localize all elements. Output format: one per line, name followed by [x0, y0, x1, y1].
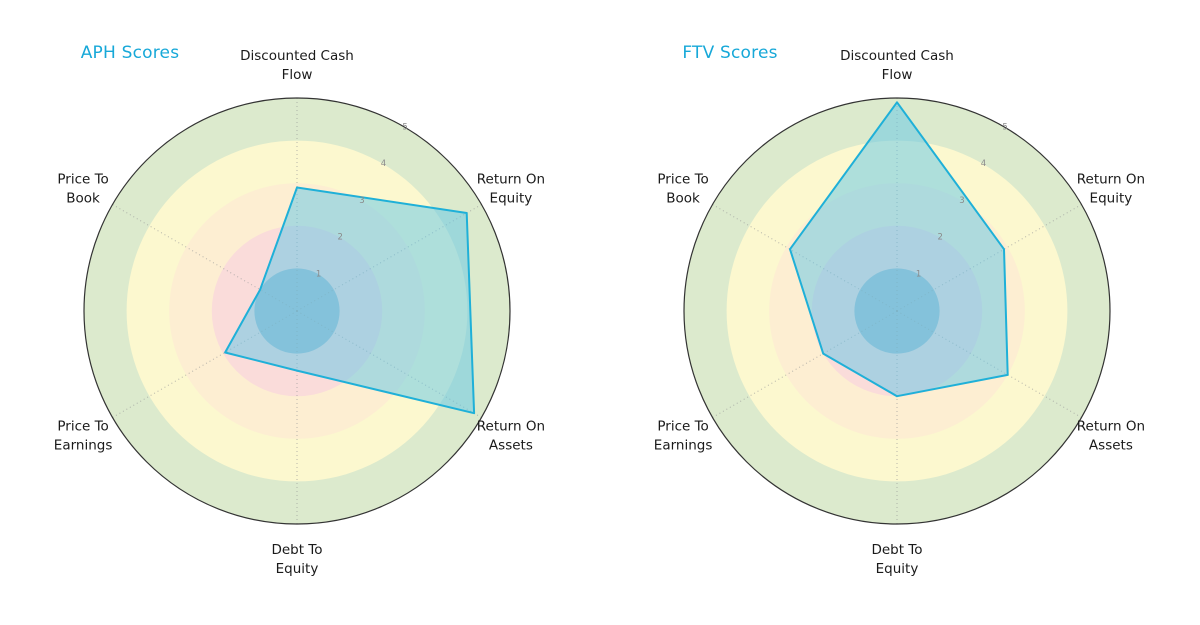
outer-boundary	[83, 97, 511, 525]
axis-label: Discounted Cash Flow	[240, 48, 354, 83]
radial-tick-label: 1	[916, 269, 921, 279]
axis-label: Debt To Equity	[871, 542, 922, 577]
radial-tick-label: 2	[337, 233, 342, 243]
score-polygon	[224, 186, 476, 415]
axis-label: Debt To Equity	[271, 542, 322, 577]
radial-tick-label: 5	[1002, 123, 1007, 133]
axis-label: Price To Book	[657, 172, 708, 207]
axis-label: Discounted Cash Flow	[840, 48, 954, 83]
radial-tick-label: 3	[359, 196, 364, 206]
outer-boundary	[683, 97, 1111, 525]
axis-label: Price To Earnings	[654, 419, 713, 454]
radial-tick-label: 3	[959, 196, 964, 206]
radial-tick-label: 5	[402, 123, 407, 133]
axis-label: Return On Assets	[1077, 419, 1145, 454]
axis-label: Return On Equity	[477, 172, 545, 207]
radial-tick-label: 4	[381, 159, 386, 169]
radial-tick-label: 1	[316, 269, 321, 279]
radar-chart-ftv-svg: 1 2 3 4 5 Discounted Cash Flow Return On Equity R…	[654, 48, 1145, 577]
radar-chart-aph-svg: 1 2 3 4 5 Discounted Cash Flow Return On Equity R…	[54, 48, 545, 577]
radial-tick-label: 4	[981, 159, 986, 169]
axis-label: Return On Assets	[477, 419, 545, 454]
chart-title: FTV Scores	[682, 43, 778, 63]
axis-label: Return On Equity	[1077, 172, 1145, 207]
axis-label: Price To Book	[57, 172, 108, 207]
score-polygon	[789, 101, 1009, 398]
chart-title: APH Scores	[80, 43, 180, 63]
radar-chart-ftv: 1 2 3 4 5 Discounted Cash Flow Return On Equity R…	[600, 0, 1200, 625]
axis-label: Price To Earnings	[54, 419, 113, 454]
radar-chart-aph: 1 2 3 4 5 Discounted Cash Flow Return On Equity R…	[54, 43, 545, 577]
radial-tick-label: 2	[937, 233, 942, 243]
